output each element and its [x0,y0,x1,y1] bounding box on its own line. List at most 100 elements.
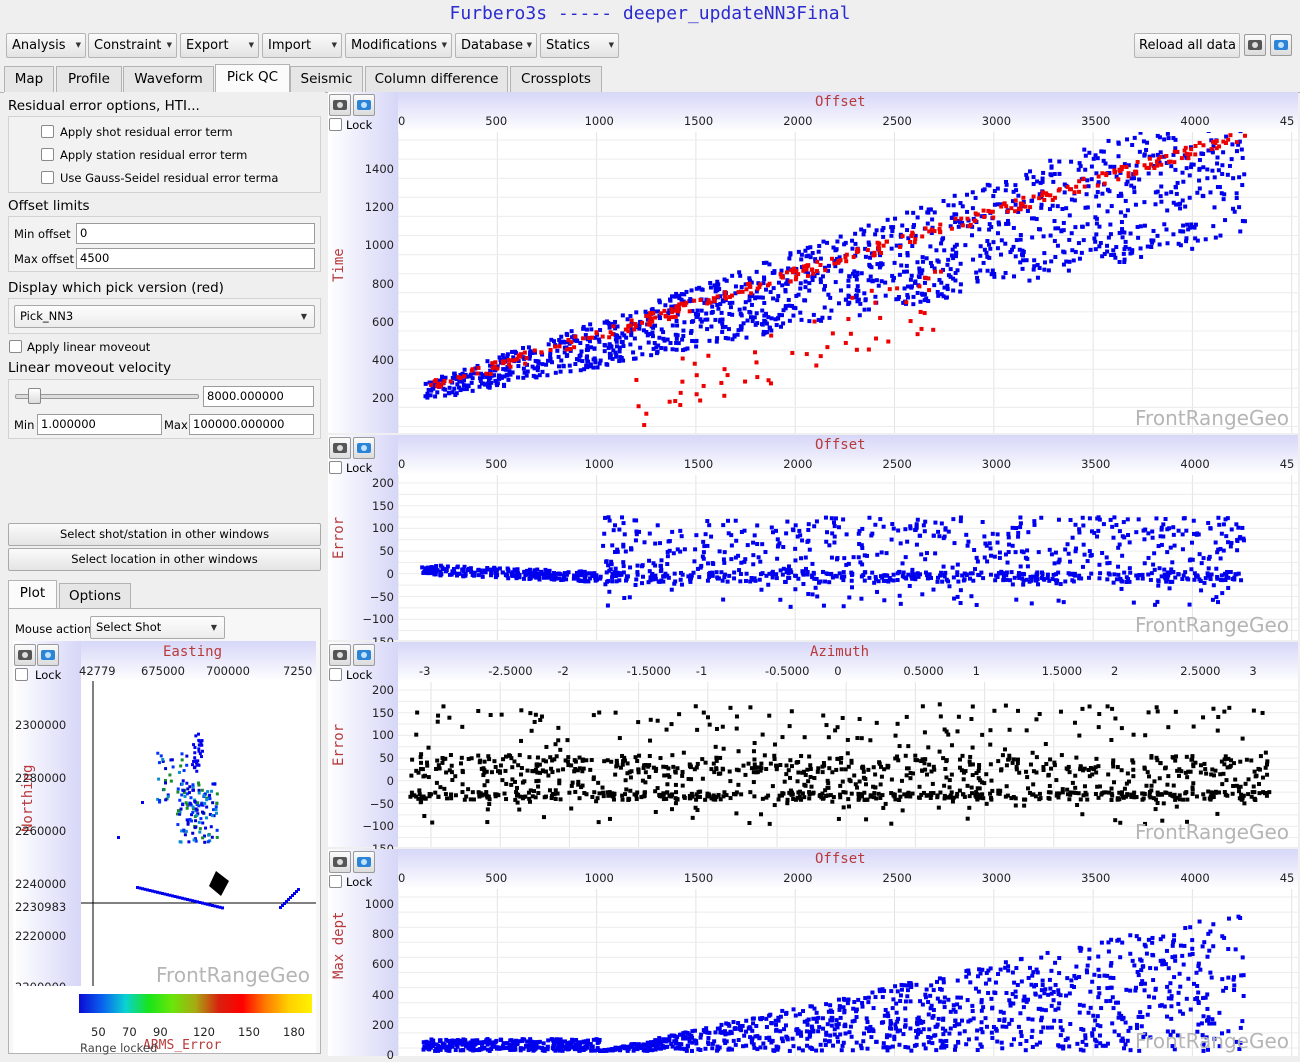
camera-blue-icon[interactable] [353,437,375,459]
plot-x-tick: 45 [1280,114,1295,128]
mouse-action-select[interactable]: Select Shot ▼ [90,616,225,639]
tab-crossplots[interactable]: Crossplots [510,66,602,92]
select-location-button[interactable]: Select location in other windows [8,548,321,571]
plot-y-tick: 400 [372,988,394,1002]
plot-x-tick: 500 [485,457,507,471]
window-title: Furbero3s ----- deeper_updateNN3Final [0,0,1300,30]
plot-x-tick: 3000 [982,871,1011,885]
menu-analysis[interactable]: Analysis▼ [6,33,86,58]
plot-x-tick: -1 [696,664,707,678]
tab-profile[interactable]: Profile [56,66,122,92]
velocity-input[interactable]: 8000.000000 [203,386,314,407]
gauss-seidel-label: Use Gauss-Seidel residual error terma [60,171,278,185]
subtab-plot[interactable]: Plot [8,580,57,608]
plot-lock-checkbox[interactable] [329,875,342,888]
menu-modifications[interactable]: Modifications▼ [345,33,452,58]
camera-icon[interactable] [1244,34,1266,56]
min-offset-input[interactable]: 0 [76,223,315,244]
station-residual-checkbox[interactable] [41,148,54,161]
max-offset-input[interactable]: 4500 [76,248,315,269]
camera-icon[interactable] [329,437,351,459]
plot-x-tick: 3 [1249,664,1256,678]
plot-x-tick: 500 [485,114,507,128]
plot-lock-label: Lock [346,875,372,889]
max-offset-label: Max offset [14,252,74,266]
plot-y-tick: 50 [379,544,394,558]
plot-lock-checkbox[interactable] [329,461,342,474]
plot-x-tick: 0 [834,664,841,678]
menu-import[interactable]: Import▼ [262,33,342,58]
plot-y-tick: 200 [372,476,394,490]
chevron-down-icon: ▼ [76,34,81,57]
camera-blue-icon[interactable] [353,851,375,873]
plot-x-tick: 45 [1280,457,1295,471]
tab-seismic[interactable]: Seismic [290,66,363,92]
map-x-tick: 700000 [206,664,250,678]
map-scatter [81,681,316,986]
plot-lock-checkbox[interactable] [329,668,342,681]
plot-x-tick: 0.5000 [903,664,943,678]
plot-watermark: FrontRangeGeo [1135,820,1289,844]
menu-constraint[interactable]: Constraint▼ [88,33,177,58]
camera-blue-icon[interactable] [353,644,375,666]
plot-x-tick: 0 [398,871,405,885]
plot-x-tick: 2000 [783,457,812,471]
plot-x-tick: 2000 [783,114,812,128]
linear-moveout-checkbox[interactable] [9,340,22,353]
plot-y-tick: 1400 [365,162,394,176]
map-lock-checkbox[interactable] [15,668,28,681]
vel-max-input[interactable]: 100000.000000 [189,414,314,435]
plot-y-tick: 600 [372,315,394,329]
tab-waveform[interactable]: Waveform [123,66,214,92]
plot-x-tick: -1.5000 [627,664,671,678]
shot-residual-checkbox[interactable] [41,125,54,138]
plot-y-tick: 600 [372,957,394,971]
menu-database[interactable]: Database▼ [455,33,537,58]
plot-x-tick: -0.5000 [765,664,809,678]
camera-icon[interactable] [329,851,351,873]
velocity-slider-track[interactable] [15,394,199,399]
tab-column-difference[interactable]: Column difference [365,66,508,92]
camera-icon[interactable] [329,644,351,666]
chevron-down-icon: ▼ [527,34,532,57]
colorbar-tick: 180 [283,1025,305,1039]
velocity-heading: Linear moveout velocity [8,360,171,376]
plot-scatter-area[interactable] [398,132,1298,433]
plot-lock-checkbox[interactable] [329,118,342,131]
plot-y-tick: 400 [372,353,394,367]
vel-min-input[interactable]: 1.000000 [37,414,162,435]
subtab-panel: Mouse action Select Shot ▼ Lock Easting … [8,608,321,1054]
pick-version-select[interactable]: Pick_NN3 ▼ [14,305,315,328]
map-plot[interactable]: Lock Easting 42779 675000 700000 7250 No… [13,641,316,1053]
map-x-tick: 42779 [79,664,116,678]
gauss-seidel-checkbox[interactable] [41,171,54,184]
camera-blue-icon[interactable] [1270,34,1292,56]
subtab-options[interactable]: Options [59,583,131,608]
map-y-tick: 2300000 [15,718,66,732]
velocity-slider-handle[interactable] [28,388,41,404]
chevron-down-icon: ▼ [211,617,217,638]
select-shot-station-button[interactable]: Select shot/station in other windows [8,523,321,546]
plot-y-tick: 150 [372,499,394,513]
plot-watermark: FrontRangeGeo [1135,406,1289,430]
min-offset-label: Min offset [14,227,71,241]
menu-statics[interactable]: Statics▼ [540,33,619,58]
plot-x-tick: 2 [1111,664,1118,678]
tab-pick-qc[interactable]: Pick QC [215,64,290,93]
plot-y-tick: −50 [370,797,394,811]
reload-all-data-button[interactable]: Reload all data [1134,33,1240,58]
plot-y-tick: 200 [372,683,394,697]
tab-map[interactable]: Map [4,66,54,92]
camera-blue-icon[interactable] [37,644,59,666]
camera-icon[interactable] [329,94,351,116]
camera-blue-icon[interactable] [353,94,375,116]
menu-export[interactable]: Export▼ [180,33,259,58]
plot-y-tick: −100 [362,819,394,833]
camera-icon[interactable] [14,644,36,666]
plot-x-tick: 2.5000 [1180,664,1220,678]
plot-x-tick: 1000 [585,871,614,885]
